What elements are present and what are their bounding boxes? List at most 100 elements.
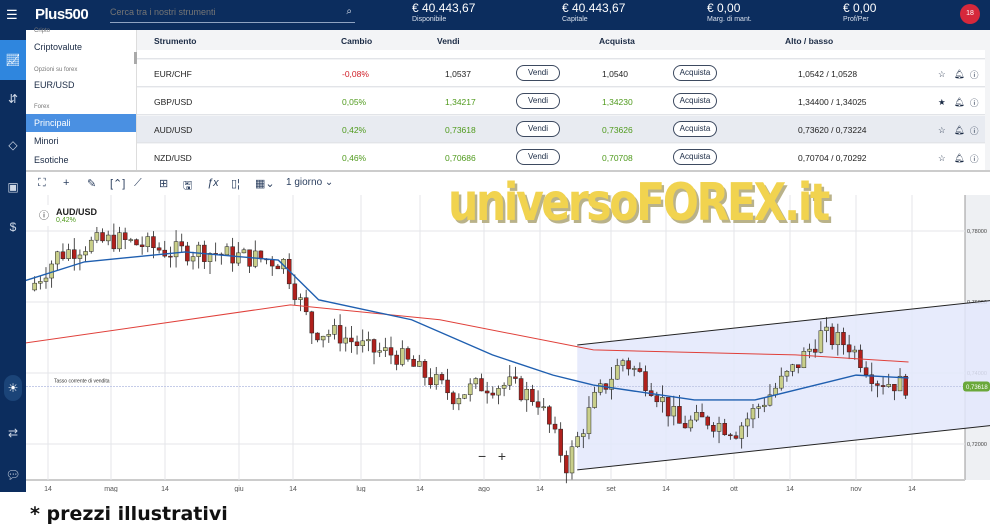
candle (677, 406, 682, 424)
range-icon[interactable]: [⌃] (110, 178, 126, 190)
theme-toggle-icon[interactable]: ☀ (4, 375, 22, 401)
star-icon[interactable]: ☆ (938, 125, 946, 135)
zoom-out-button[interactable]: − (478, 448, 487, 464)
candle (501, 384, 507, 389)
x-tick-label: 14 (416, 486, 424, 492)
candle (795, 364, 801, 368)
calendar-icon[interactable]: ▦⌄ (255, 178, 275, 190)
candle (897, 375, 903, 392)
dollar-icon[interactable]: $ (9, 220, 17, 234)
tag-icon[interactable]: ◇ (8, 138, 18, 152)
instrument-name: EUR/CHF (154, 69, 192, 79)
candle (326, 334, 332, 337)
buy-price: 1,0540 (602, 69, 628, 79)
candle (620, 360, 626, 366)
bell-icon[interactable]: 🔔︎ (954, 125, 965, 135)
table-row[interactable]: GBP/USD 0,05% 1,34217 Vendi 1,34230 Acqu… (137, 88, 985, 115)
table-row[interactable]: AUD/USD 0,42% 0,73618 Vendi 0,73626 Acqu… (137, 116, 985, 143)
bell-icon[interactable]: 🔔︎ (954, 97, 965, 107)
draw-icon[interactable]: ✎ (87, 178, 97, 190)
swap-icon[interactable]: ⇄ (7, 426, 19, 440)
buy-button[interactable]: Acquista (673, 65, 717, 81)
candle (320, 335, 326, 341)
candle (298, 297, 303, 300)
sidebar-item-esotiche[interactable]: Esotiche (34, 155, 69, 165)
bell-icon[interactable]: 🔔︎ (954, 69, 965, 79)
trend-icon[interactable]: ⟋ (134, 177, 142, 189)
candle (654, 395, 660, 403)
bell-icon[interactable]: 🔔︎ (954, 153, 965, 163)
notification-badge[interactable]: 18 (960, 4, 980, 24)
save-icon[interactable]: 🖫︎ (183, 180, 193, 192)
indicator-icon[interactable]: ƒx (207, 177, 219, 189)
table-row[interactable]: NZD/USD 0,46% 0,70686 Vendi 0,70708 Acqu… (137, 144, 985, 171)
sidebar-item-minori[interactable]: Minori (34, 136, 59, 146)
info-icon[interactable]: ⓘ (970, 70, 979, 80)
channel-line (577, 425, 990, 471)
sidebar-scrollbar[interactable] (134, 52, 137, 64)
candle (422, 361, 428, 378)
info-icon[interactable]: ⓘ (970, 98, 979, 108)
buy-button[interactable]: Acquista (673, 93, 717, 109)
sidebar-item-eurusd[interactable]: EUR/USD (34, 80, 75, 90)
sell-button[interactable]: Vendi (516, 149, 560, 165)
sidebar-item-criptovalute[interactable]: Criptovalute (34, 42, 83, 52)
instrument-name: GBP/USD (154, 97, 193, 107)
chart-icon[interactable]: 📈︎ (0, 40, 26, 80)
col-header[interactable]: Alto / basso (785, 36, 834, 46)
layout-icon[interactable]: ⊞ (159, 178, 169, 190)
col-header[interactable]: Vendi (437, 36, 460, 46)
zoom-in-button[interactable]: + (497, 448, 507, 464)
candle (292, 283, 298, 300)
chat-icon[interactable]: 💬︎ (5, 468, 21, 482)
info-icon[interactable]: ⓘ (970, 154, 979, 164)
candle (569, 446, 575, 474)
buy-price: 0,73626 (602, 125, 633, 135)
candle (846, 344, 852, 353)
candle (484, 390, 490, 394)
candle-type-icon[interactable]: ▯¦ (231, 178, 240, 190)
candle (513, 376, 518, 379)
col-header[interactable]: Strumento (154, 36, 197, 46)
candle (111, 234, 117, 250)
chart-instrument: AUD/USD (56, 207, 98, 217)
x-tick-label: 14 (662, 486, 670, 492)
sidebar-item-principali[interactable]: Principali (26, 114, 136, 132)
candle (371, 339, 377, 353)
candle (829, 326, 835, 346)
hamburger-icon[interactable]: ☰ (6, 7, 18, 22)
exchange-icon[interactable]: ⇵ (7, 92, 19, 106)
col-header[interactable]: Cambio (341, 36, 373, 46)
search-box[interactable]: ⌕ (110, 5, 355, 23)
candle (269, 259, 275, 267)
star-icon[interactable]: ☆ (938, 69, 946, 79)
info-icon[interactable]: ⓘ (970, 126, 979, 136)
star-filled-icon[interactable]: ★ (938, 97, 946, 107)
briefcase-icon[interactable]: ▣ (7, 180, 19, 194)
price-chart[interactable]: 14 mag 14 giu 14 lug 14 ago 14 set 14 ott 14 nov 14 0,7… (26, 195, 990, 492)
sell-button[interactable]: Vendi (516, 65, 560, 81)
fullscreen-icon[interactable]: ⛶ (38, 177, 46, 189)
crosshair-icon[interactable]: + (63, 177, 70, 189)
candle (456, 398, 462, 405)
candle (745, 418, 750, 427)
candle (156, 247, 162, 251)
x-tick-label: mag (104, 486, 118, 492)
star-icon[interactable]: ☆ (938, 153, 946, 163)
col-header[interactable]: Acquista (599, 36, 635, 46)
buy-button[interactable]: Acquista (673, 121, 717, 137)
timeframe-select[interactable]: 1 giorno ⌄ (286, 177, 334, 188)
sell-button[interactable]: Vendi (516, 93, 560, 109)
candle (94, 232, 100, 241)
candle (49, 263, 54, 279)
info-icon[interactable]: ⓘ (39, 211, 49, 222)
candle (699, 412, 705, 418)
search-icon[interactable]: ⌕ (346, 6, 352, 17)
search-input[interactable] (110, 7, 330, 17)
sell-button[interactable]: Vendi (516, 121, 560, 137)
candle (462, 394, 467, 399)
table-row[interactable]: EUR/CHF -0,08% 1,0537 Vendi 1,0540 Acqui… (137, 60, 985, 87)
candle (541, 406, 546, 409)
buy-button[interactable]: Acquista (673, 149, 717, 165)
